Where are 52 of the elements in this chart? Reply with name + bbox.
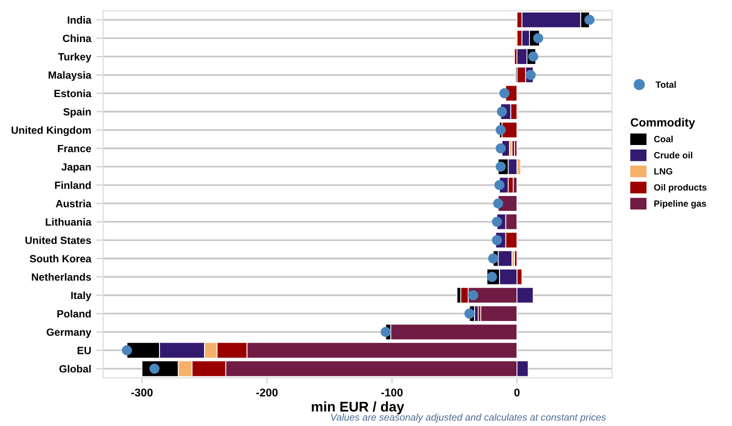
- y-tick-label: Turkey: [58, 52, 92, 62]
- point: [122, 345, 132, 356]
- point: [499, 88, 510, 98]
- point: [584, 14, 595, 25]
- y-tick-label: United Kingdom: [12, 126, 91, 136]
- x-tick-label: -300: [131, 388, 153, 396]
- legend-label: Oil products: [654, 184, 707, 192]
- y-tick-label: Italy: [71, 291, 92, 302]
- point: [380, 326, 391, 338]
- legend-label: Total: [656, 81, 676, 88]
- point: [492, 216, 502, 227]
- point: [496, 143, 506, 154]
- y-tick-label: China: [62, 34, 92, 42]
- y-tick-label: Japan: [61, 163, 91, 173]
- legend-label: Coal: [654, 136, 673, 142]
- x-axis-title: min EUR / day: [312, 401, 404, 414]
- y-tick-label: United States: [25, 236, 91, 244]
- text: Values are seasonaly adjusted and calculates at constant prices: [331, 414, 606, 423]
- y-tick-label: Malaysia: [48, 71, 92, 81]
- y-tick-label: Spain: [63, 108, 91, 118]
- y-tick-label: Finland: [55, 181, 91, 189]
- x-tick-label: 0: [514, 388, 520, 396]
- y-tick-label: Lithuania: [46, 218, 92, 226]
- legend-title: Commodity: [630, 118, 696, 129]
- legend-label: Crude oil: [654, 152, 692, 158]
- y-tick-label: India: [68, 16, 92, 24]
- y-tick-label: Netherlands: [32, 273, 91, 281]
- point: [496, 124, 506, 136]
- y-tick-label: France: [58, 144, 92, 152]
- y-tick-label: Global: [59, 364, 91, 373]
- point: [496, 106, 508, 117]
- point: [488, 253, 498, 264]
- point: [526, 70, 536, 80]
- y-tick-label: South Korea: [30, 254, 92, 262]
- point: [493, 198, 504, 209]
- y-tick-label: Poland: [57, 310, 91, 318]
- point: [496, 162, 506, 172]
- y-tick-label: Austria: [56, 200, 92, 208]
- point: [533, 33, 544, 44]
- point: [464, 308, 475, 319]
- point: [528, 51, 538, 62]
- legend-label: Pipeline gas: [654, 200, 706, 209]
- point: [468, 290, 478, 300]
- y-tick-label: Estonia: [54, 90, 92, 98]
- point: [494, 180, 505, 190]
- point: [149, 364, 160, 374]
- x-tick-label: -200: [256, 388, 278, 396]
- x-tick-label: -100: [381, 388, 403, 396]
- y-tick-label: Germany: [46, 328, 92, 338]
- y-tick-label: EU: [78, 346, 91, 354]
- legend-label: LNG: [654, 168, 672, 175]
- point: [492, 235, 502, 246]
